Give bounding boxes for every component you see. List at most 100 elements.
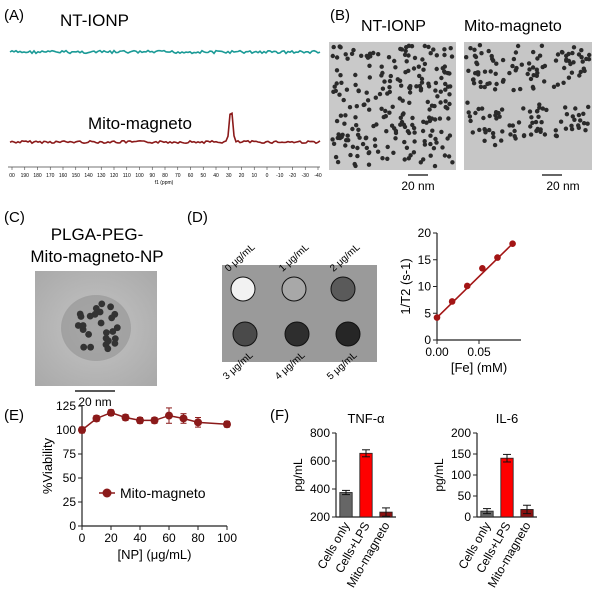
- y-axis-label: pg/mL: [291, 458, 305, 492]
- tem-particle: [488, 69, 493, 74]
- nmr-tick-label: 120: [110, 173, 119, 179]
- tem-particle: [435, 94, 440, 99]
- data-point: [433, 314, 441, 321]
- iron-oxide-core: [103, 329, 110, 336]
- bar: [500, 457, 514, 518]
- tem-particle: [483, 130, 488, 135]
- x-axis-label: [Fe] (mM): [451, 360, 507, 375]
- tem-particle: [355, 132, 361, 137]
- tem-particle: [478, 84, 484, 90]
- tem-particle: [334, 81, 339, 86]
- tem-particle: [571, 45, 577, 50]
- tem-particle: [512, 128, 517, 134]
- tem-particle: [583, 128, 588, 133]
- tem-particle: [428, 153, 433, 158]
- tem-particle: [440, 145, 445, 150]
- tem-particle: [338, 113, 344, 118]
- tem-particle: [481, 115, 486, 121]
- nmr-trace-mito-magneto: [9, 112, 321, 145]
- tem-particle: [433, 80, 439, 86]
- tem-particle: [429, 116, 435, 121]
- tem-particle: [515, 43, 521, 49]
- tem-particle: [410, 122, 415, 128]
- nmr-tick-label: 10: [251, 173, 257, 179]
- tem-particle: [340, 132, 345, 137]
- tem-particle: [345, 56, 350, 61]
- tem-particle: [527, 109, 533, 114]
- tem-particle: [331, 141, 337, 146]
- data-point: [509, 240, 516, 247]
- nmr-tick-label: 60: [188, 173, 194, 179]
- tem-particle: [432, 163, 438, 169]
- tem-particle: [406, 53, 411, 58]
- tem-particle: [419, 76, 425, 82]
- y-axis-label: 1/T2 (s-1): [398, 258, 413, 314]
- data-point: [223, 420, 231, 429]
- tem-particle: [478, 79, 483, 85]
- tem-particle: [354, 123, 359, 128]
- iron-oxide-core: [113, 324, 121, 332]
- tem-particle: [482, 138, 487, 143]
- tem-particle: [438, 100, 443, 105]
- tem-particle: [511, 87, 516, 93]
- tem-particle: [500, 79, 506, 84]
- nanoparticle-scale-label: 20 nm: [78, 395, 111, 409]
- data-point: [463, 282, 471, 290]
- tem-particle: [447, 92, 452, 97]
- data-point: [179, 414, 188, 423]
- tem-particle: [365, 98, 371, 103]
- tem-particle: [428, 133, 433, 138]
- tem-particle: [385, 156, 390, 161]
- tem-particle: [439, 129, 444, 135]
- tem-particle: [434, 53, 439, 58]
- tem-particle: [399, 83, 404, 88]
- tem-particle: [434, 66, 439, 72]
- nanoparticle-title-line2: Mito-magneto-NP: [30, 247, 163, 266]
- tem-particle: [388, 73, 393, 79]
- bar: [359, 452, 373, 518]
- tem-particle: [439, 75, 444, 81]
- nmr-tick-label: -40: [314, 173, 321, 179]
- tem-particle: [534, 109, 540, 114]
- nmr-tick-label: 50: [200, 173, 206, 179]
- tem-particle: [335, 159, 341, 165]
- data-point: [150, 416, 159, 425]
- iron-oxide-core: [86, 312, 94, 320]
- tem-particle: [561, 80, 566, 86]
- tem-particle: [466, 68, 471, 74]
- tem-particle: [379, 106, 384, 112]
- mri-well: [335, 321, 361, 347]
- tem-particle: [367, 150, 372, 155]
- nmr-tick-label: 90: [149, 173, 155, 179]
- tem-particle: [373, 95, 378, 100]
- tem-particle: [487, 113, 492, 119]
- tem-particle: [537, 53, 543, 58]
- tem-particle: [475, 61, 480, 67]
- tem-particle: [446, 116, 451, 121]
- tem-particle: [431, 47, 436, 52]
- y-tick-label: 100: [451, 468, 471, 482]
- y-tick-label: 5: [424, 306, 431, 320]
- data-point: [136, 416, 144, 425]
- tem-particle: [421, 157, 426, 162]
- mri-well: [284, 321, 310, 347]
- tem-particle: [468, 118, 473, 124]
- tem-particle: [516, 120, 522, 125]
- tem-particle: [542, 79, 547, 84]
- tem-particle: [350, 144, 356, 149]
- tem-particle: [336, 132, 341, 137]
- data-point: [121, 413, 130, 422]
- tem-particle: [499, 107, 505, 112]
- iron-oxide-core: [111, 340, 119, 347]
- tem-particle: [367, 51, 373, 56]
- tem-particle: [387, 110, 392, 115]
- y-tick-label: 600: [310, 454, 330, 468]
- tem-particle: [500, 129, 505, 134]
- tem-particle: [443, 104, 448, 110]
- tem-particle: [414, 84, 419, 89]
- x-tick-label: 0.05: [467, 345, 491, 359]
- tem-particle: [564, 53, 569, 58]
- nmr-tick-label: 190: [21, 173, 30, 179]
- tem-particle: [373, 143, 378, 148]
- tem-particle: [577, 73, 582, 78]
